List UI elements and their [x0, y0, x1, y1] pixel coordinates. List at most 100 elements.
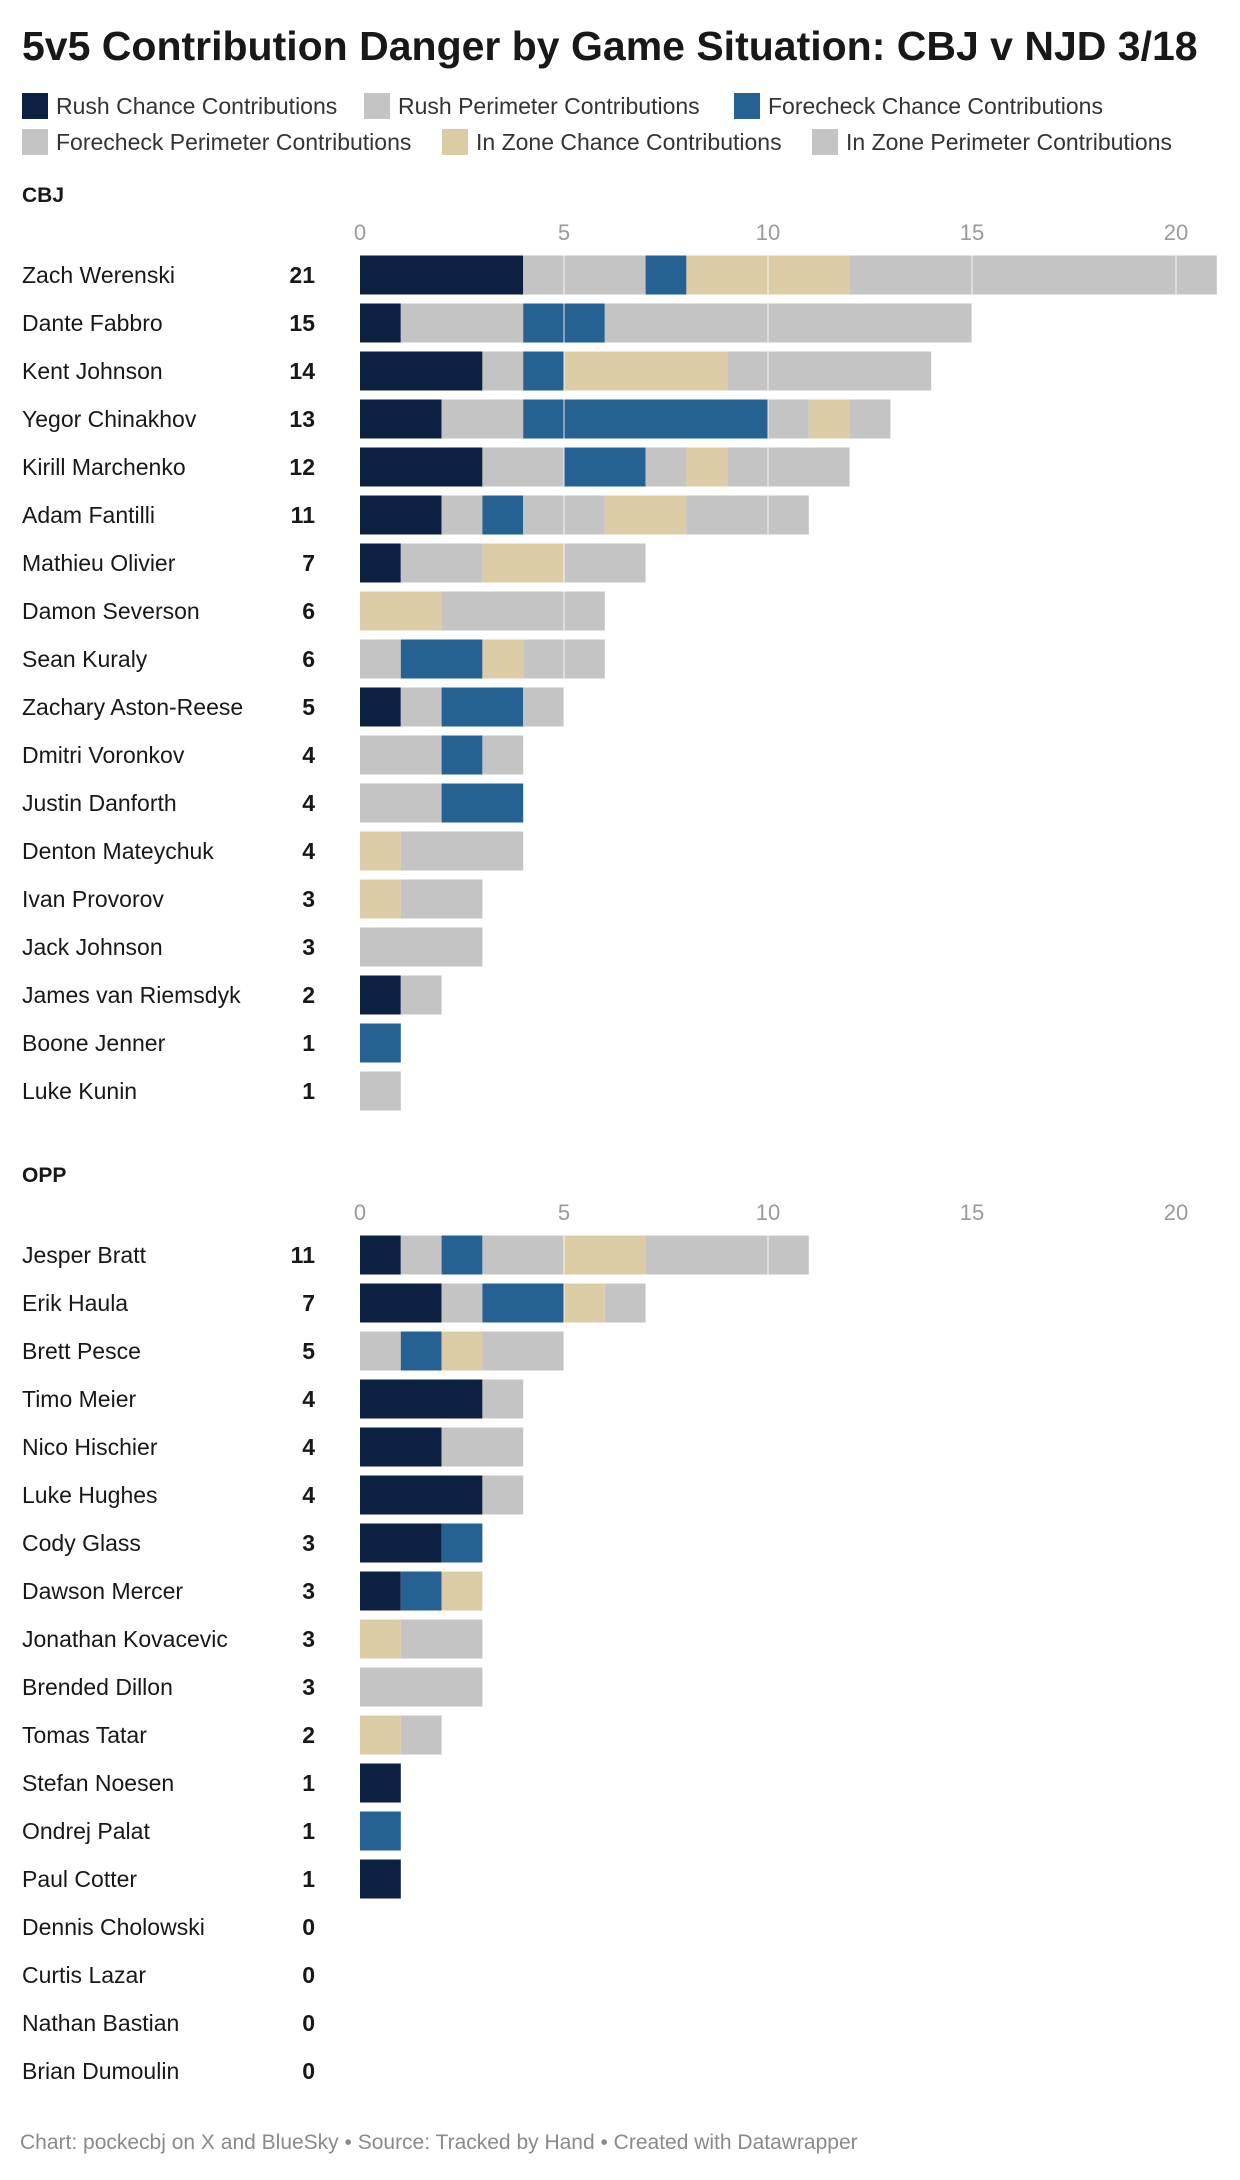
legend-swatch-inzone-perimeter: [812, 129, 838, 155]
player-total-label: 4: [302, 1434, 315, 1460]
bar-segment-rush-perimeter: [441, 1283, 483, 1323]
panel-label-cbj: CBJ: [22, 184, 65, 207]
bar-segment-forecheck-chance: [400, 1571, 442, 1611]
bar-segment-rush-perimeter: [360, 639, 401, 679]
bar-segment-rush-chance: [360, 1283, 442, 1323]
player-name-label: Denton Mateychuk: [22, 838, 214, 864]
player-total-label: 7: [302, 1290, 315, 1316]
bar-segment-rush-chance: [360, 303, 401, 343]
player-name-label: Erik Haula: [22, 1290, 128, 1316]
bar-segment-forecheck-chance: [360, 1023, 401, 1063]
player-name-label: Nathan Bastian: [22, 2010, 179, 2036]
bar-segment-rush-chance: [360, 255, 524, 295]
bar-segment-inzone-chance: [564, 351, 728, 391]
footer-credit: Chart: pockecbj on X and BlueSky • Sourc…: [20, 2131, 858, 2154]
bar-segment-rush-perimeter: [441, 1427, 524, 1467]
player-name-label: Jonathan Kovacevic: [22, 1626, 228, 1652]
bar-segment-rush-chance: [360, 1523, 442, 1563]
player-name-label: Dante Fabbro: [22, 310, 163, 336]
player-total-label: 4: [302, 1386, 315, 1412]
bar-segment-rush-chance: [360, 447, 483, 487]
player-total-label: 5: [302, 694, 315, 720]
player-name-label: Ondrej Palat: [22, 1818, 150, 1844]
player-name-label: Brett Pesce: [22, 1338, 141, 1364]
bar-segment-inzone-chance: [564, 1283, 605, 1323]
legend-label-rush-perimeter: Rush Perimeter Contributions: [398, 93, 700, 119]
bar-segment-inzone-chance: [360, 831, 401, 871]
legend-swatch-inzone-chance: [442, 129, 468, 155]
player-total-label: 13: [289, 406, 315, 432]
player-total-label: 3: [302, 1626, 315, 1652]
player-total-label: 14: [289, 358, 315, 384]
bar-segment-rush-perimeter: [441, 399, 524, 439]
bar-segment-rush-perimeter: [360, 1331, 401, 1371]
bar-segment-rush-perimeter: [441, 495, 483, 535]
bar-segment-rush-perimeter: [482, 447, 564, 487]
bar-segment-inzone-chance: [441, 1571, 483, 1611]
x-tick-label: 15: [960, 1200, 984, 1225]
player-name-label: Damon Severson: [22, 598, 200, 624]
bar-segment-rush-chance: [360, 495, 442, 535]
bar-segment-inzone-perimeter: [400, 1715, 442, 1755]
player-total-label: 15: [289, 310, 315, 336]
player-total-label: 0: [302, 2010, 315, 2036]
bar-segment-inzone-chance: [360, 591, 442, 631]
player-total-label: 6: [302, 646, 315, 672]
bar-segment-rush-chance: [360, 1859, 401, 1899]
bar-segment-forecheck-chance: [441, 783, 524, 823]
bar-segment-forecheck-chance: [441, 1235, 483, 1275]
player-total-label: 0: [302, 1914, 315, 1940]
bar-segment-inzone-perimeter: [727, 447, 850, 487]
player-name-label: Dennis Cholowski: [22, 1914, 205, 1940]
bar-segment-rush-chance: [360, 1571, 401, 1611]
player-name-label: Brian Dumoulin: [22, 2058, 179, 2084]
bar-segment-rush-perimeter: [400, 687, 442, 727]
bar-segment-forecheck-chance: [523, 351, 564, 391]
player-name-label: Tomas Tatar: [22, 1722, 147, 1748]
player-total-label: 2: [302, 982, 315, 1008]
bar-segment-inzone-perimeter: [849, 399, 891, 439]
bar-segment-inzone-chance: [564, 1235, 646, 1275]
player-name-label: Luke Kunin: [22, 1078, 137, 1104]
player-total-label: 12: [289, 454, 315, 480]
bar-segment-inzone-perimeter: [400, 879, 483, 919]
player-name-label: Zach Werenski: [22, 262, 175, 288]
bar-segment-inzone-chance: [604, 495, 687, 535]
player-total-label: 4: [302, 1482, 315, 1508]
bar-segment-inzone-perimeter: [604, 1283, 646, 1323]
player-total-label: 2: [302, 1722, 315, 1748]
player-total-label: 11: [291, 1242, 316, 1268]
bar-segment-inzone-chance: [482, 543, 564, 583]
x-tick-label: 0: [354, 220, 366, 245]
bar-segment-inzone-perimeter: [727, 351, 932, 391]
player-name-label: Ivan Provorov: [22, 886, 164, 912]
player-total-label: 3: [302, 886, 315, 912]
bar-segment-rush-chance: [360, 1235, 401, 1275]
player-name-label: Nico Hischier: [22, 1434, 158, 1460]
bar-segment-inzone-chance: [482, 639, 524, 679]
bar-segment-inzone-chance: [360, 879, 401, 919]
player-name-label: Jesper Bratt: [22, 1242, 147, 1268]
bar-segment-inzone-perimeter: [360, 927, 483, 967]
x-tick-label: 10: [756, 220, 780, 245]
bar-segment-inzone-perimeter: [400, 831, 524, 871]
player-name-label: Yegor Chinakhov: [22, 406, 197, 432]
player-total-label: 1: [302, 1078, 315, 1104]
x-tick-label: 15: [960, 220, 984, 245]
bar-segment-rush-perimeter: [400, 1235, 442, 1275]
bar-segment-inzone-perimeter: [645, 1235, 809, 1275]
player-total-label: 6: [302, 598, 315, 624]
bar-segment-inzone-chance: [441, 1331, 483, 1371]
bar-segment-rush-chance: [360, 399, 442, 439]
bar-segment-inzone-perimeter: [482, 1331, 564, 1371]
bar-segment-forecheck-chance: [523, 399, 768, 439]
bar-segment-forecheck-chance: [482, 495, 524, 535]
player-total-label: 4: [302, 790, 315, 816]
bar-segment-forecheck-chance: [400, 639, 483, 679]
player-name-label: Kirill Marchenko: [22, 454, 186, 480]
player-total-label: 3: [302, 1530, 315, 1556]
player-name-label: Stefan Noesen: [22, 1770, 174, 1796]
bar-segment-forecheck-chance: [645, 255, 687, 295]
bar-segment-rush-perimeter: [360, 735, 442, 775]
player-name-label: Curtis Lazar: [22, 1962, 146, 1988]
